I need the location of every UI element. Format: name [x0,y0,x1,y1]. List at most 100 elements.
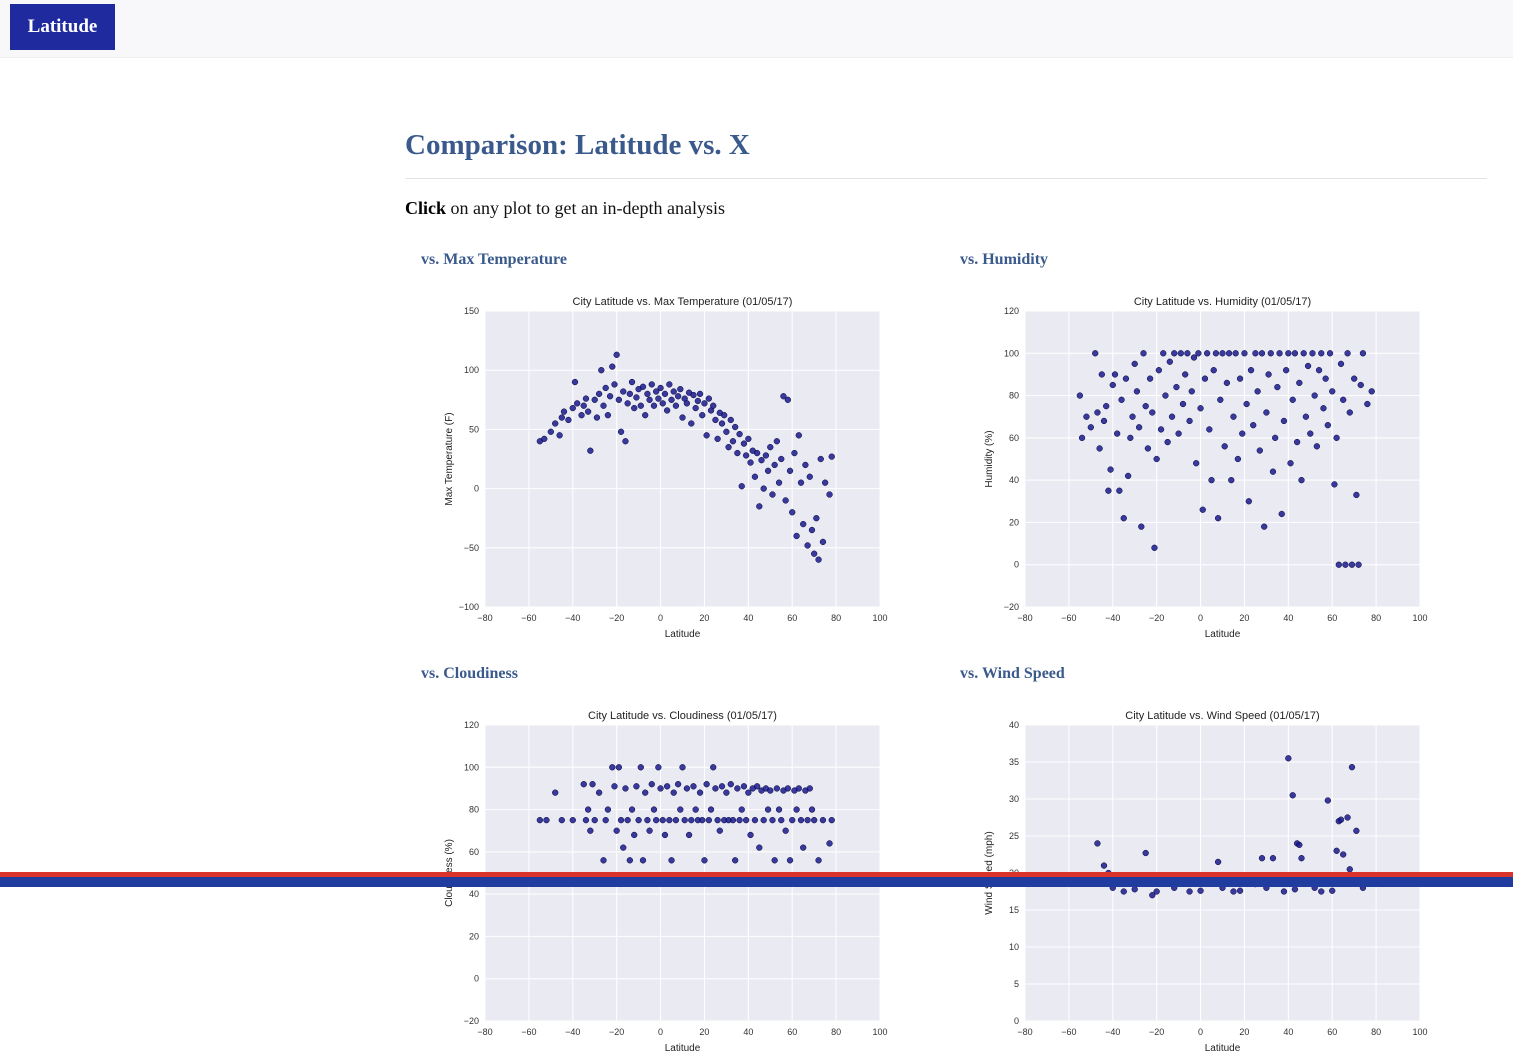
data-point [683,785,691,792]
data-point [1107,466,1114,473]
footer-blue-band [0,877,1513,887]
data-point [1092,350,1099,357]
section-heading-cloudiness: vs. Cloudiness [421,665,518,682]
y-tick-label: −20 [464,1016,479,1026]
data-point [815,556,822,563]
data-point [1206,426,1213,433]
x-tick-label: −40 [565,613,580,623]
data-point [571,378,579,386]
data-point [1182,371,1189,378]
data-point [1252,350,1259,357]
data-point [1307,430,1314,437]
data-point [1096,445,1103,452]
x-tick-label: 40 [743,1027,753,1037]
data-point [811,550,818,557]
data-point [688,420,695,427]
data-point [1250,422,1257,429]
data-point [696,789,704,796]
x-tick-label: −40 [1105,613,1120,623]
x-axis-label: Latitude [1205,629,1241,640]
data-point [769,491,776,498]
data-point [637,764,644,771]
data-point [626,390,633,398]
data-point [655,764,662,771]
data-point [1309,350,1316,357]
data-point [1351,375,1358,382]
data-point [635,816,642,824]
data-point [1315,367,1323,374]
data-point [1168,413,1176,420]
section-heading-humidity: vs. Humidity [960,251,1049,268]
plot-humidity[interactable]: −80 −60 −40 −20 0 20 40 60 80 100 −20 0 20 40 60 80 100 1… [960,290,1440,646]
data-point [808,806,816,813]
x-tick-label: 40 [1283,613,1293,623]
data-point [800,844,807,851]
data-point [723,428,730,435]
brand-link[interactable]: Latitude [10,4,115,50]
data-point [628,806,636,813]
data-point [1127,434,1134,442]
data-point [745,435,752,443]
data-point [569,404,576,412]
data-point [1153,455,1160,463]
x-axis-label: Latitude [665,629,701,640]
data-point [668,396,675,403]
data-point [1269,855,1277,862]
data-point [751,473,759,480]
data-point [1285,755,1292,762]
data-point [582,395,590,402]
data-point [661,390,669,398]
data-point [1131,360,1138,368]
data-point [1212,350,1220,357]
x-tick-label: −20 [609,613,624,623]
data-point [1293,438,1301,446]
data-point [1258,350,1266,357]
data-point [663,783,671,790]
y-tick-label: 40 [469,889,479,899]
data-point [633,394,640,401]
footer-red-band [0,872,1513,877]
data-point [1087,424,1094,431]
data-point [1230,413,1237,420]
plot-max-temperature[interactable]: −80 −60 −40 −20 0 20 40 60 80 100 −100 −50 0 50 100 150… [420,290,900,646]
x-tick-label: 0 [1198,613,1203,623]
data-point [646,396,653,403]
chart-title: City Latitude vs. Max Temperature (01/05… [573,296,793,308]
data-point [1258,855,1266,862]
data-point [565,416,572,424]
data-point [685,831,693,839]
y-tick-label: 0 [1014,1016,1019,1026]
data-point [804,542,811,549]
x-tick-label: 20 [699,613,709,623]
x-tick-label: 100 [1412,613,1427,623]
data-point [764,806,772,813]
data-point [1324,422,1331,429]
data-point [609,363,616,370]
data-point [604,412,612,419]
data-point [747,459,754,466]
data-point [543,816,550,824]
data-point [729,438,737,445]
y-tick-label: 120 [464,720,479,730]
x-tick-label: 60 [787,1027,797,1037]
chart-title: City Latitude vs. Humidity (01/05/17) [1134,296,1311,308]
data-point [617,816,625,824]
data-point [569,816,576,824]
data-point [1214,858,1222,866]
data-point [804,816,811,824]
data-point [727,416,734,424]
data-point [1190,354,1198,361]
data-point [793,806,800,813]
x-tick-label: 100 [872,613,887,623]
data-point [1142,849,1149,857]
y-tick-label: 40 [1009,720,1019,730]
data-point [734,449,741,457]
data-point [1225,350,1233,357]
data-point [718,783,726,790]
data-point [611,381,618,388]
data-point [758,457,765,464]
data-point [628,378,636,386]
plot-area [1025,311,1420,607]
data-point [622,785,629,792]
data-point [609,764,616,771]
